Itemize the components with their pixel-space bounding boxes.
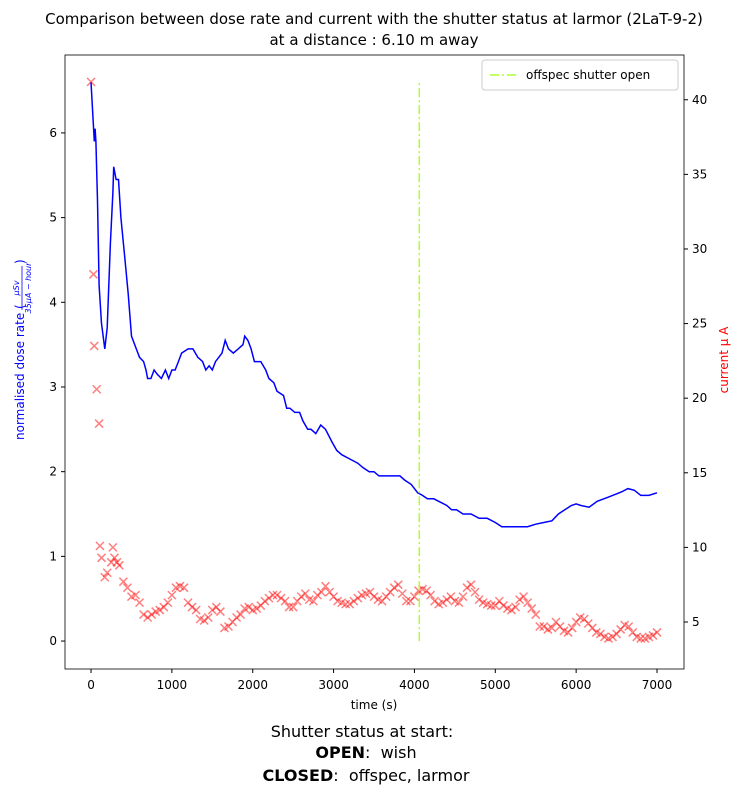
scatter-point [89, 341, 99, 351]
scatter-point [122, 583, 132, 593]
footer-label: CLOSED [263, 766, 334, 785]
scatter-point [163, 598, 173, 608]
scatter-point [114, 560, 124, 570]
scatter-point [316, 587, 326, 597]
scatter-point [102, 568, 112, 578]
scatter-point [466, 580, 476, 590]
scatter-point [86, 77, 96, 87]
y-label-denominator: 35μA − hour [24, 262, 33, 314]
y-label-text: normalised dose rate ( [13, 304, 27, 440]
scatter-point [203, 612, 213, 623]
scatter-point [519, 592, 529, 602]
footer-line: OPEN: wish [315, 743, 416, 762]
scatter-point [531, 610, 541, 620]
scatter-point [547, 623, 557, 633]
y-tick-label: 5 [49, 211, 57, 225]
y-label-numerator: μSv [12, 280, 21, 296]
y2-tick-label: 25 [692, 317, 707, 331]
x-tick-label: 7000 [642, 678, 673, 692]
scatter-point [652, 627, 662, 637]
scatter-point [527, 604, 537, 614]
y-label-close: ) [13, 259, 27, 264]
scatter-point [624, 621, 634, 632]
scatter-point [97, 553, 107, 563]
y2-tick-label: 15 [692, 466, 707, 480]
scatter-point [100, 572, 110, 582]
scatter-point [393, 580, 403, 590]
scatter-point [236, 610, 246, 620]
footer-label: OPEN [315, 743, 365, 762]
scatter-point [341, 599, 351, 609]
footer-heading: Shutter status at start: [271, 722, 454, 741]
scatter-point [636, 633, 646, 643]
scatter-point [130, 590, 141, 600]
x-axis-label: time (s) [351, 698, 398, 712]
scatter-point [397, 589, 407, 599]
scatter-point [109, 553, 120, 563]
x-tick-label: 2000 [237, 678, 268, 692]
scatter-point [486, 601, 496, 611]
scatter-point [409, 592, 419, 602]
legend: offspec shutter open [481, 59, 679, 91]
scatter-point [118, 577, 128, 587]
y2-axis-label: current μ A [717, 326, 731, 394]
y-tick-label: 3 [49, 380, 57, 394]
scatter-point [191, 605, 201, 615]
scatter-point [401, 596, 411, 606]
data-line [90, 82, 658, 528]
scatter-point [280, 596, 290, 606]
scatter-point [535, 621, 545, 632]
y2-tick-label: 30 [692, 242, 707, 256]
x-tick-label: 1000 [157, 678, 188, 692]
y-tick-label: 1 [49, 549, 57, 563]
y-axis-label: normalised dose rate ( μSv 35μA − hour ) [12, 259, 33, 440]
scatter-point [88, 269, 98, 279]
chart-subtitle: at a distance : 6.10 m away [269, 31, 478, 49]
y2-tick-label: 10 [692, 540, 707, 554]
scatter-point [523, 598, 533, 608]
y2-tick-label: 40 [692, 93, 707, 107]
footer-text: : wish [365, 743, 417, 762]
scatter-point [95, 541, 105, 551]
footer-line: CLOSED: offspec, larmor [263, 766, 470, 785]
plot-frame [64, 54, 685, 670]
scatter-point [179, 583, 189, 593]
legend-label: offspec shutter open [526, 68, 650, 82]
scatter-point [300, 589, 310, 599]
y-tick-label: 6 [49, 126, 57, 140]
scatter-point [92, 384, 102, 394]
x-tick-label: 4000 [399, 678, 430, 692]
y2-tick-label: 20 [692, 391, 707, 405]
chart-title: Comparison between dose rate and current… [45, 10, 703, 28]
legend-box [481, 59, 679, 91]
scatter-point [135, 598, 145, 608]
scatter-point [510, 602, 521, 612]
footer-text: : offspec, larmor [333, 766, 470, 785]
y-tick-label: 4 [49, 295, 57, 309]
y2-tick-label: 5 [692, 615, 700, 629]
x-tick-label: 5000 [480, 678, 511, 692]
x-tick-label: 6000 [561, 678, 592, 692]
scatter-point [268, 590, 278, 600]
scatter-point [167, 590, 177, 600]
scatter-point [320, 581, 331, 591]
scatter-point [567, 623, 577, 633]
y-tick-label: 0 [49, 634, 57, 648]
y2-tick-label: 35 [692, 167, 707, 181]
scatter-point [288, 602, 298, 612]
scatter-point [426, 590, 436, 600]
y-tick-label: 2 [49, 465, 57, 479]
scatter-point [215, 607, 225, 617]
scatter-point [308, 596, 318, 606]
scatter-point [108, 542, 118, 552]
scatter-point [94, 419, 104, 429]
scatter-point [454, 598, 464, 608]
x-tick-label: 0 [87, 678, 95, 692]
scatter-point [458, 592, 468, 602]
scatter-point [470, 587, 480, 597]
scatter-point [284, 602, 294, 612]
x-tick-label: 3000 [318, 678, 349, 692]
